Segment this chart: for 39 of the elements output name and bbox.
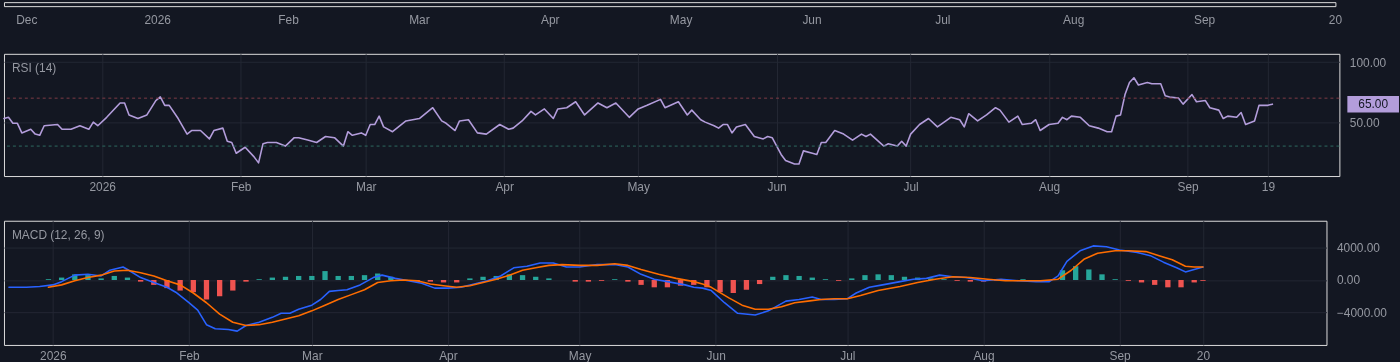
x-tick-label: Jul: [903, 180, 919, 195]
y-tick-label: 50.00: [1349, 115, 1380, 130]
y-tick-label: −4000.00: [1336, 305, 1388, 320]
x-tick-label: May: [568, 349, 592, 362]
x-tick-label: Jul: [840, 349, 856, 362]
x-tick-label: 19: [1261, 180, 1276, 195]
x-tick-label: 20: [1196, 349, 1211, 362]
x-tick-label: Mar: [302, 349, 323, 362]
text: MACD (12, 26, 9): [11, 227, 105, 242]
x-tick-label: May: [627, 180, 650, 195]
x-tick-label: Apr: [495, 180, 514, 195]
x-tick-label: 2026: [40, 349, 67, 362]
text: 20: [1328, 13, 1343, 28]
x-tick-label: Jun: [767, 180, 787, 195]
x-tick-label: Feb: [230, 180, 252, 195]
text: Sep: [1193, 13, 1216, 28]
text: May: [669, 13, 693, 28]
x-tick-label: Feb: [179, 349, 201, 362]
text: Mar: [409, 13, 430, 28]
text: Feb: [278, 13, 300, 28]
x-tick-label: Sep: [1177, 180, 1199, 195]
y-tick-label: 100.00: [1349, 55, 1387, 70]
x-tick-label: 2026: [89, 180, 117, 195]
text: Jul: [935, 13, 951, 28]
x-tick-label: Mar: [355, 180, 377, 195]
text: 65.00: [1358, 97, 1389, 112]
y-tick-label: 0.00: [1336, 273, 1361, 288]
text: 2026: [144, 13, 172, 28]
text: Jun: [802, 13, 822, 28]
y-tick-label: 4000.00: [1336, 241, 1381, 256]
text: Apr: [541, 13, 560, 28]
x-tick-label: Apr: [439, 349, 458, 362]
text: Dec: [16, 13, 38, 28]
x-tick-label: Aug: [973, 349, 995, 362]
text: RSI (14): [11, 60, 57, 75]
x-tick-label: Aug: [1038, 180, 1061, 195]
x-tick-label: Sep: [1109, 349, 1132, 362]
x-tick-label: Jun: [706, 349, 726, 362]
text: Aug: [1063, 13, 1085, 28]
